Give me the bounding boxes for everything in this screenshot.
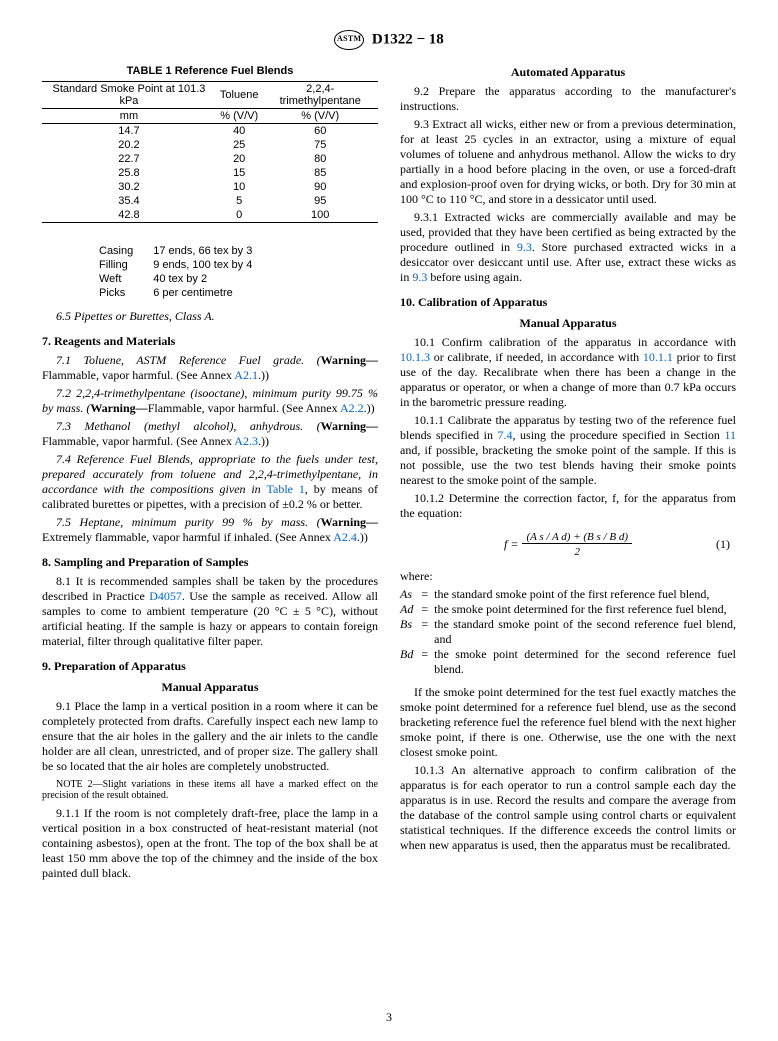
spec1v: 9 ends, 100 tex by 4 [153,259,270,271]
table-1-unit-c2: % (V/V) [216,109,263,124]
eqn-num: (A s / A d) + (B s / B d) [522,531,632,544]
spec-table: Casing17 ends, 66 tex by 3 Filling9 ends… [97,243,272,301]
t1r1c1: 25 [216,138,263,152]
t1r5c0: 35.4 [42,194,216,208]
section-8-heading: 8. Sampling and Preparation of Samples [42,555,378,570]
para-8-1: 8.1 It is recommended samples shall be t… [42,574,378,649]
spec3v: 6 per centimetre [153,287,270,299]
eqn-den: 2 [570,546,584,558]
page-number: 3 [0,1010,778,1025]
para-7-5: 7.5 Heptane, minimum purity 99 % by mass… [42,515,378,545]
t1r2c2: 80 [262,152,378,166]
table-1-head-c3: 2,2,4-trimethylpentane [262,82,378,109]
para-10-1-2: 10.1.2 Determine the correction factor, … [400,491,736,521]
t1r6c1: 0 [216,208,263,223]
spec3k: Picks [99,287,151,299]
ref-section-11-link[interactable]: 11 [724,428,736,442]
annex-a24-link[interactable]: A2.4 [333,530,357,544]
para-9-1: 9.1 Place the lamp in a vertical positio… [42,699,378,774]
eqn-label: (1) [716,537,730,552]
automated-apparatus-heading: Automated Apparatus [400,65,736,80]
para-6-5: 6.5 Pipettes or Burettes, Class A. [42,309,378,324]
astm-logo: ASTM [334,30,364,50]
t1r5c1: 5 [216,194,263,208]
t1r2c0: 22.7 [42,152,216,166]
ref-9-3-link-a[interactable]: 9.3 [517,240,532,254]
designation: D1322 − 18 [372,31,444,47]
para-10-1-1: 10.1.1 Calibrate the apparatus by testin… [400,413,736,488]
table-1-link[interactable]: Table 1 [267,482,305,496]
t1r4c1: 10 [216,180,263,194]
table-1-caption: TABLE 1 Reference Fuel Blends [42,65,378,77]
t1r1c2: 75 [262,138,378,152]
t1r3c0: 25.8 [42,166,216,180]
annex-a23-link[interactable]: A2.3 [234,434,258,448]
para-7-1: 7.1 Toluene, ASTM Reference Fuel grade. … [42,353,378,383]
annex-a22-link[interactable]: A2.2 [340,401,364,415]
t1r0c2: 60 [262,124,378,139]
equation-1: f = (A s / A d) + (B s / B d) 2 (1) [400,529,736,559]
para-7-3: 7.3 Methanol (methyl alcohol), anhydrous… [42,419,378,449]
para-9-3-1: 9.3.1 Extracted wicks are commercially a… [400,210,736,285]
table-1-unit-c3: % (V/V) [262,109,378,124]
annex-a21-link[interactable]: A2.1 [234,368,258,382]
para-7-2: 7.2 2,2,4-trimethylpentane (isooctane), … [42,386,378,416]
manual-apparatus-heading-10: Manual Apparatus [400,316,736,331]
spec2v: 40 tex by 2 [153,273,270,285]
t1r4c0: 30.2 [42,180,216,194]
para-9-2: 9.2 Prepare the apparatus according to t… [400,84,736,114]
para-9-3: 9.3 Extract all wicks, either new or fro… [400,117,736,207]
para-if-smoke: If the smoke point determined for the te… [400,685,736,760]
section-7-heading: 7. Reagents and Materials [42,334,378,349]
ref-10-1-1-link[interactable]: 10.1.1 [643,350,673,364]
ref-10-1-3-link[interactable]: 10.1.3 [400,350,430,364]
ref-7-4-link[interactable]: 7.4 [498,428,513,442]
para-10-1-3: 10.1.3 An alternative approach to confir… [400,763,736,853]
table-1-head-c2: Toluene [216,82,263,109]
manual-apparatus-heading: Manual Apparatus [42,680,378,695]
t1r6c2: 100 [262,208,378,223]
spec2k: Weft [99,273,151,285]
spec1k: Filling [99,259,151,271]
t1r0c0: 14.7 [42,124,216,139]
t1r6c0: 42.8 [42,208,216,223]
para-9-1-1: 9.1.1 If the room is not completely draf… [42,806,378,881]
t1r3c2: 85 [262,166,378,180]
t1r1c0: 20.2 [42,138,216,152]
d4057-link[interactable]: D4057 [149,589,182,603]
t1r0c1: 40 [216,124,263,139]
t1r2c1: 20 [216,152,263,166]
para-10-1: 10.1 Confirm calibration of the apparatu… [400,335,736,410]
where-list: As=the standard smoke point of the first… [400,587,736,677]
section-10-heading: 10. Calibration of Apparatus [400,295,736,310]
t1r4c2: 90 [262,180,378,194]
ref-9-3-link-b[interactable]: 9.3 [412,270,427,284]
table-1-unit-c1: mm [42,109,216,124]
table-1: TABLE 1 Reference Fuel Blends Standard S… [42,65,378,223]
note-2: NOTE 2—Slight variations in these items … [42,779,378,801]
table-1-head-c1: Standard Smoke Point at 101.3 kPa [42,82,216,109]
para-7-4: 7.4 Reference Fuel Blends, appropriate t… [42,452,378,512]
section-9-heading: 9. Preparation of Apparatus [42,659,378,674]
where-label: where: [400,569,736,584]
t1r3c1: 15 [216,166,263,180]
document-header: ASTM D1322 − 18 [42,30,736,50]
t1r5c2: 95 [262,194,378,208]
spec0v: 17 ends, 66 tex by 3 [153,245,270,257]
spec0k: Casing [99,245,151,257]
